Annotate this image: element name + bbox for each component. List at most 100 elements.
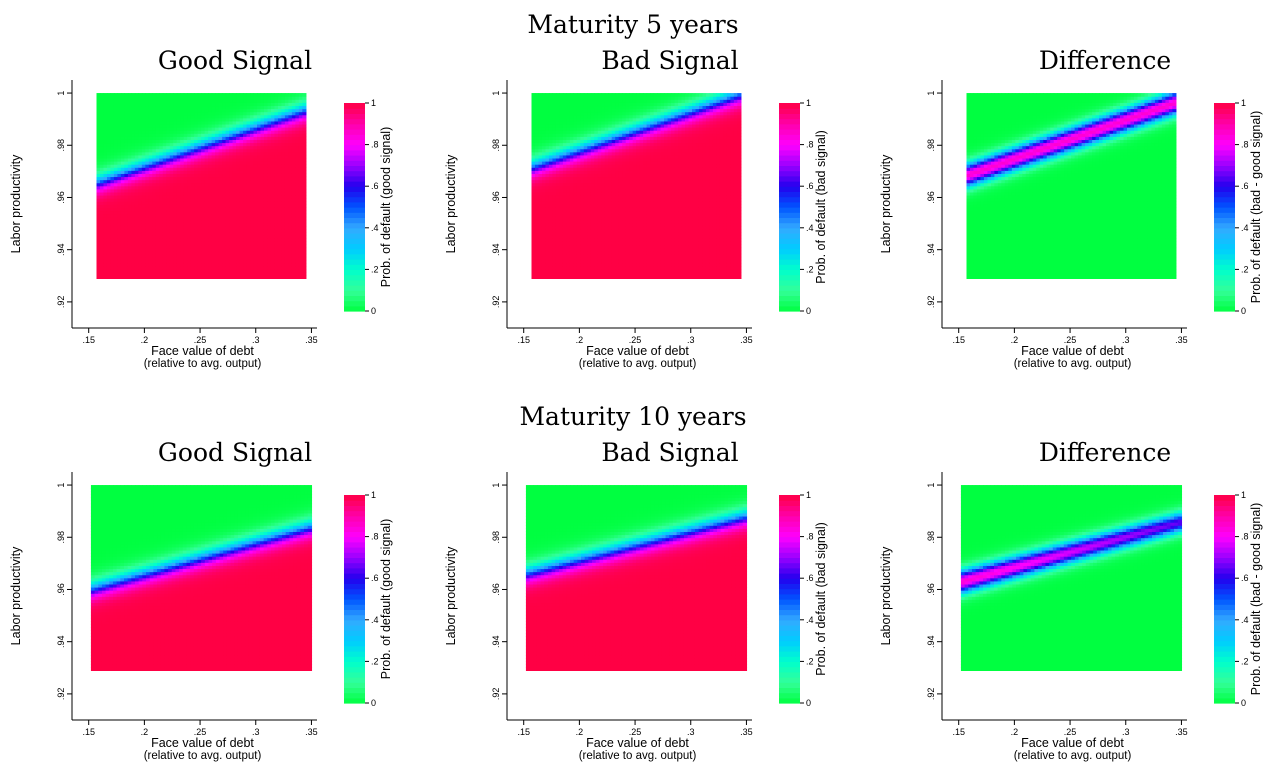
heatmap-cell (250, 93, 254, 97)
heatmap-cell (264, 93, 268, 97)
panel-title: Bad Signal (601, 46, 738, 75)
colorbar-label: Prob. of default (good signal) (379, 127, 393, 288)
heatmap-cell (240, 93, 244, 97)
heatmap-cell (243, 93, 247, 97)
panel-2: Bad Signal.15.2.25.3.35.92.94.96.981Face… (444, 46, 828, 370)
heatmap-cell (549, 93, 553, 97)
colorbar-segment (344, 160, 365, 166)
heatmap-cell (215, 93, 219, 97)
colorbar-segment (344, 264, 365, 270)
heatmap-cell (236, 93, 240, 97)
heatmap-cell (201, 93, 205, 97)
row-title-maturity-10: Maturity 10 years (519, 402, 746, 431)
heatmap-cell (128, 93, 132, 97)
heatmap-cell (556, 93, 560, 97)
heatmap-cell (110, 93, 114, 97)
x-axis-sublabel: (relative to avg. output) (144, 358, 262, 370)
colorbar-segment (344, 207, 365, 213)
colorbar-segment (344, 295, 365, 301)
heatmap-cell (131, 93, 135, 97)
x-tick-label: .35 (305, 335, 318, 345)
heatmap-cell (187, 93, 191, 97)
heatmap-cell (229, 93, 233, 97)
panel-1: Good Signal.15.2.25.3.35.92.94.96.981Fac… (9, 46, 393, 370)
heatmap-cell (219, 93, 223, 97)
heatmap-cell (208, 93, 212, 97)
colorbar-segment (344, 285, 365, 291)
y-axis-label: Labor productivity (9, 154, 23, 253)
colorbar-segment (344, 176, 365, 182)
heatmap-cell (124, 93, 128, 97)
colorbar: 0.2.4.6.81Prob. of default (good signal) (344, 98, 393, 316)
colorbar-segment (344, 165, 365, 171)
heatmap-cell (566, 93, 570, 97)
x-axis-label: Face value of debt (151, 344, 254, 358)
heatmap-cell (173, 93, 177, 97)
colorbar-segment (344, 181, 365, 187)
heatmap-cell (267, 93, 271, 97)
heatmap-cell (212, 93, 216, 97)
heatmap-cell (184, 93, 188, 97)
colorbar-segment (344, 119, 365, 125)
heatmap-cell (271, 93, 275, 97)
heatmap-cell (587, 93, 591, 97)
colorbar-segment (344, 275, 365, 281)
heatmap-cell (598, 93, 602, 97)
heatmap-cell (138, 93, 142, 97)
heatmap-cell (580, 93, 584, 97)
heatmap-cell (117, 93, 121, 97)
heatmap-cell (302, 93, 306, 97)
heatmap-cell (538, 93, 542, 97)
colorbar-segment (344, 233, 365, 239)
colorbar-segment (344, 254, 365, 260)
colorbar-tick-label: .6 (371, 181, 379, 191)
heatmap-cell (121, 93, 125, 97)
heatmap-cell (97, 93, 101, 97)
panel-title: Good Signal (158, 46, 312, 75)
colorbar-segment (344, 134, 365, 140)
heatmap-cell (573, 93, 577, 97)
heatmap-cell (152, 93, 156, 97)
heatmap-cell (545, 93, 549, 97)
colorbar-segment (344, 238, 365, 244)
heatmap-cell (177, 93, 181, 97)
heatmap-cell (205, 93, 209, 97)
heatmap-cell (163, 93, 167, 97)
colorbar-segment (344, 243, 365, 249)
colorbar-segment (344, 103, 365, 109)
y-tick-label: .92 (56, 296, 66, 309)
x-tick-label: .2 (141, 335, 149, 345)
y-tick-label: 1 (56, 91, 66, 96)
heatmap-cell (292, 93, 296, 97)
heatmap-cell (222, 93, 226, 97)
colorbar-tick-label: .4 (371, 223, 379, 233)
colorbar-segment (344, 108, 365, 114)
colorbar-segment (344, 186, 365, 192)
colorbar-segment (344, 259, 365, 265)
heatmap-cell (584, 93, 588, 97)
colorbar-segment (344, 139, 365, 145)
heatmap-cell (288, 93, 292, 97)
colorbar-segment (344, 280, 365, 286)
heatmap-cell (577, 93, 581, 97)
colorbar-segment (344, 217, 365, 223)
heatmap-cell (100, 93, 104, 97)
colorbar-segment (344, 306, 365, 312)
heatmap-cell (233, 93, 237, 97)
colorbar-segment (344, 145, 365, 151)
heatmap-cell (135, 93, 139, 97)
heatmap-cells (97, 93, 307, 279)
heatmap-cell (114, 93, 118, 97)
colorbar-segment (344, 191, 365, 197)
heatmap-cell (594, 93, 598, 97)
heatmap-cell (198, 93, 202, 97)
heatmap-cell (247, 93, 251, 97)
heatmap-cell (226, 93, 230, 97)
colorbar-segment (344, 155, 365, 161)
heatmap-cell (142, 93, 146, 97)
colorbar-segment (344, 124, 365, 130)
heatmap-cell (535, 93, 539, 97)
heatmap-cell (107, 93, 111, 97)
colorbar-segment (344, 223, 365, 229)
colorbar-segment (344, 249, 365, 255)
